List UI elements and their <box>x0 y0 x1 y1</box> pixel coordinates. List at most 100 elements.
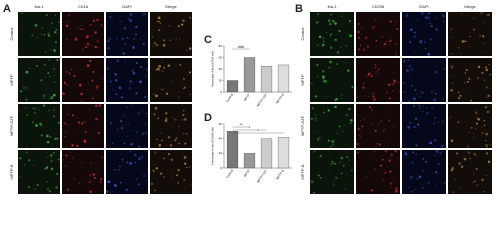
cell-signal <box>144 14 146 16</box>
cell-signal <box>435 184 437 186</box>
cell-signal <box>86 64 90 67</box>
cell-signal <box>112 89 114 91</box>
cell-signal <box>64 22 66 24</box>
cell-signal <box>184 118 187 121</box>
cell-signal <box>188 184 190 186</box>
cell-signal <box>128 87 131 90</box>
micrograph <box>106 150 148 194</box>
cell-signal <box>311 82 313 85</box>
cell-signal <box>70 151 72 153</box>
cell-signal <box>114 183 117 186</box>
cell-signal <box>469 35 472 38</box>
cell-signal <box>129 80 132 83</box>
cell-signal <box>35 64 38 68</box>
cell-signal <box>341 60 343 62</box>
cell-signal <box>138 145 141 148</box>
cell-signal <box>165 92 169 95</box>
cell-signal <box>43 33 46 36</box>
cell-signal <box>77 26 80 29</box>
cell-signal <box>421 169 425 172</box>
cell-signal <box>86 42 90 46</box>
cell-signal <box>348 108 351 111</box>
cell-signal <box>367 95 369 98</box>
cell-signal <box>156 138 158 141</box>
cell-signal <box>183 31 185 33</box>
cell-signal <box>485 139 487 142</box>
cell-signal <box>413 97 416 101</box>
cell-signal <box>372 25 375 29</box>
cell-signal <box>408 186 410 188</box>
cell-signal <box>71 144 74 147</box>
cell-signal <box>470 99 473 102</box>
cell-signal <box>35 124 38 127</box>
cell-signal <box>430 152 432 154</box>
cell-signal <box>177 182 180 184</box>
cell-signal <box>92 70 95 73</box>
cell-signal <box>135 33 138 36</box>
cell-signal <box>93 128 94 129</box>
cell-signal <box>83 121 86 123</box>
panel-letter: B <box>295 3 303 15</box>
cell-signal <box>358 36 361 39</box>
cell-signal <box>139 65 143 69</box>
cell-signal <box>40 79 43 82</box>
cell-signal <box>329 145 332 148</box>
cell-signal <box>356 142 360 146</box>
cell-signal <box>334 162 337 165</box>
cell-signal <box>430 24 433 28</box>
cell-signal <box>426 112 429 115</box>
cell-signal <box>345 44 348 47</box>
micrograph <box>106 12 148 56</box>
cell-signal <box>382 130 385 132</box>
cell-signal <box>473 152 476 156</box>
cell-signal <box>138 157 141 160</box>
cell-signal <box>48 190 51 193</box>
cell-signal <box>422 105 425 107</box>
cell-signal <box>390 153 394 157</box>
cell-signal <box>437 65 438 67</box>
cell-signal <box>88 173 92 177</box>
cell-signal <box>325 79 327 81</box>
cell-signal <box>56 137 59 140</box>
cell-signal <box>393 126 395 128</box>
cell-signal <box>456 12 458 14</box>
cell-signal <box>54 40 57 43</box>
cell-signal <box>45 134 49 138</box>
cell-signal <box>321 45 323 47</box>
cell-signal <box>175 30 177 32</box>
cell-signal <box>184 162 187 165</box>
cell-signal <box>362 86 365 89</box>
cell-signal <box>182 88 184 90</box>
cell-signal <box>38 109 40 111</box>
cell-signal <box>113 168 116 171</box>
cell-signal <box>121 158 124 161</box>
cell-signal <box>473 173 475 175</box>
cell-signal <box>418 104 421 107</box>
cell-signal <box>486 152 489 154</box>
cell-signal <box>386 40 388 42</box>
cell-signal <box>42 94 46 97</box>
cell-signal <box>397 157 399 160</box>
cell-signal <box>406 154 408 157</box>
cell-signal <box>317 13 320 15</box>
cell-signal <box>457 121 460 124</box>
cell-signal <box>153 189 156 192</box>
cell-signal <box>97 174 99 175</box>
micrograph <box>402 12 446 56</box>
cell-signal <box>426 107 429 109</box>
cell-signal <box>68 72 71 75</box>
cell-signal <box>85 46 88 49</box>
x-tick-label: MPTP-DZF <box>256 93 268 108</box>
cell-signal <box>183 84 185 86</box>
cell-signal <box>115 79 118 82</box>
cell-signal <box>328 154 329 155</box>
cell-signal <box>434 92 437 95</box>
cell-signal <box>141 109 144 111</box>
micrograph <box>356 104 400 148</box>
cell-signal <box>108 75 110 76</box>
cell-signal <box>189 93 191 95</box>
cell-signal <box>421 187 423 189</box>
cell-signal <box>106 80 108 82</box>
cell-signal <box>70 172 71 174</box>
row-label: MPTP <box>300 74 305 85</box>
